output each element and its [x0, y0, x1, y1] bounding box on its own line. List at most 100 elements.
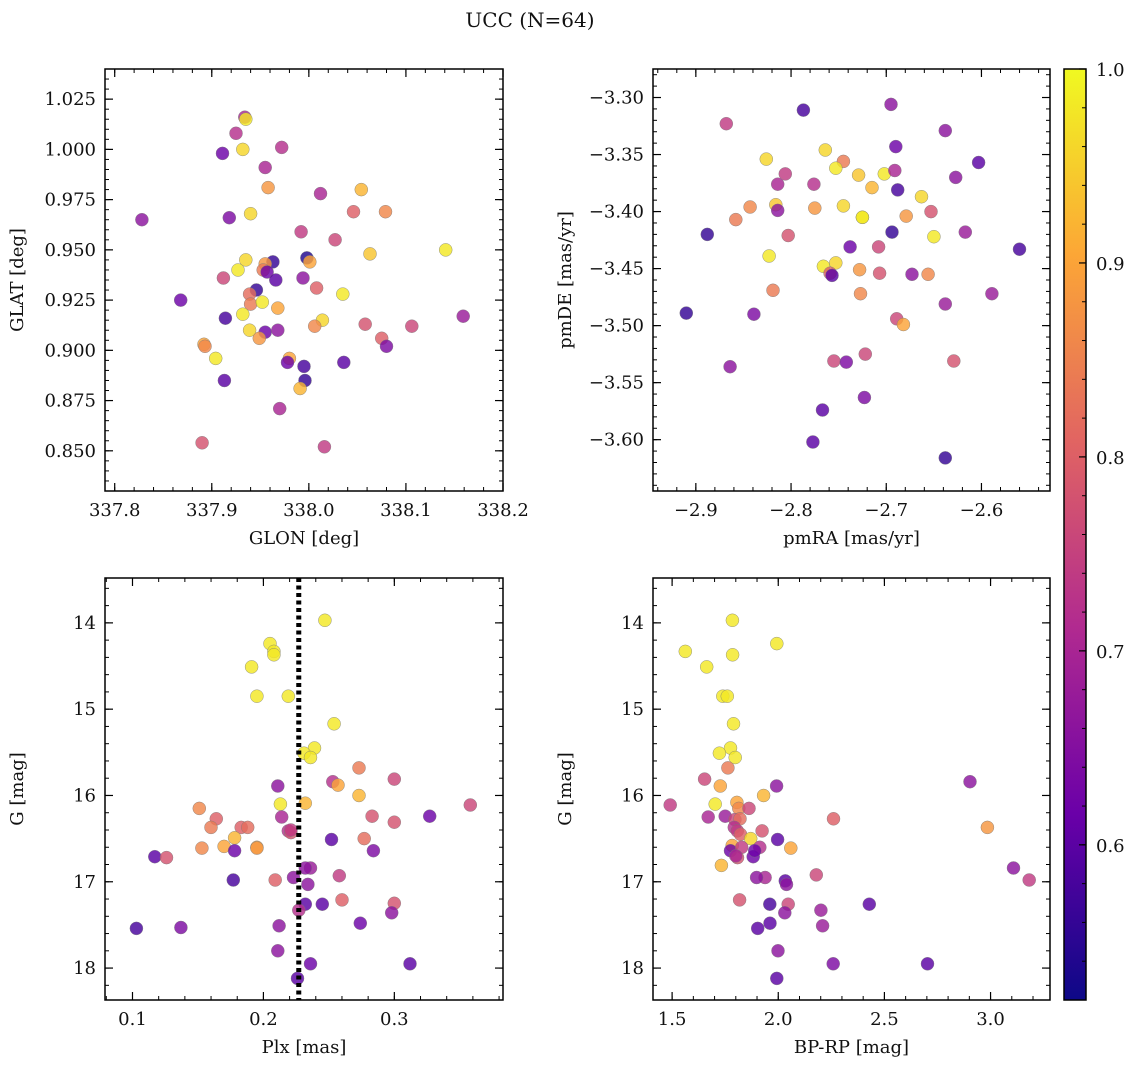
- data-point: [949, 170, 963, 185]
- data-point: [385, 906, 399, 920]
- data-point: [218, 311, 233, 325]
- data-point: [872, 266, 887, 280]
- data-point: [192, 801, 207, 816]
- panel-plx-g: 0.1 0.2 0.3 14 15 16 17 18 Plx [mas] G [mag]: [7, 577, 504, 1058]
- data-point: [784, 841, 798, 855]
- data-point: [423, 809, 437, 823]
- data-point: [222, 210, 237, 225]
- points-bprp-g: [663, 613, 1036, 986]
- data-point: [884, 97, 898, 112]
- data-point: [379, 339, 394, 353]
- data-point: [174, 920, 188, 935]
- data-point: [173, 293, 188, 307]
- data-point: [807, 177, 821, 191]
- figure-title: UCC (N=64): [465, 8, 594, 32]
- data-point: [258, 160, 272, 175]
- data-point: [755, 824, 769, 838]
- x-tick-label: 338.0: [283, 500, 335, 521]
- data-point: [294, 225, 308, 239]
- data-point: [781, 228, 795, 243]
- xlabel-plx: Plx [mas]: [262, 1037, 347, 1058]
- data-point: [721, 761, 735, 775]
- points-plx-g: [129, 613, 477, 986]
- data-point: [851, 168, 866, 182]
- data-point: [762, 249, 776, 263]
- y-tick-label: 15: [73, 699, 96, 720]
- y-tick-label: 18: [621, 958, 644, 979]
- data-point: [280, 355, 295, 370]
- data-point: [204, 820, 218, 835]
- y-tick-label: 15: [621, 699, 644, 720]
- y-tick-label: −3.30: [589, 88, 644, 109]
- data-point: [980, 820, 995, 835]
- data-point: [778, 906, 792, 920]
- data-point: [273, 797, 288, 811]
- y-tick-label: 1.000: [44, 139, 96, 160]
- data-point: [829, 161, 843, 175]
- x-tick-label: 337.9: [186, 500, 238, 521]
- data-point: [853, 287, 868, 301]
- data-point: [858, 347, 872, 361]
- data-point: [296, 271, 310, 285]
- data-point: [272, 919, 286, 933]
- data-point: [826, 812, 841, 826]
- data-point: [281, 689, 295, 703]
- data-point: [896, 317, 911, 332]
- y-tick-label: −3.60: [589, 430, 644, 451]
- data-point: [239, 253, 253, 267]
- x-tick-label: 0.2: [249, 1009, 278, 1030]
- data-point: [855, 210, 870, 225]
- y-tick-label: 0.850: [44, 441, 96, 462]
- data-point: [678, 644, 692, 659]
- data-point: [763, 897, 777, 911]
- data-point: [229, 126, 243, 141]
- ticks-pmra-pmde: −2.9 −2.8 −2.7 −2.6 −3.30 −3.35 −3.40 −3.45 −3.5…: [589, 69, 1050, 521]
- data-point: [227, 831, 242, 845]
- y-tick-label: 1.025: [44, 89, 96, 110]
- data-point: [309, 281, 324, 295]
- data-point: [827, 354, 841, 368]
- data-point: [888, 163, 902, 178]
- data-point: [250, 689, 264, 703]
- data-point: [771, 203, 785, 218]
- data-point: [852, 263, 867, 277]
- y-tick-label: 14: [621, 613, 644, 634]
- data-point: [808, 201, 822, 215]
- data-point: [317, 440, 332, 454]
- data-point: [240, 820, 255, 835]
- data-point: [815, 919, 830, 933]
- x-tick-label: 338.1: [380, 500, 432, 521]
- xlabel-bprp: BP-RP [mag]: [794, 1037, 909, 1058]
- data-point: [809, 868, 823, 882]
- data-point: [318, 613, 332, 627]
- data-point: [324, 832, 339, 847]
- axes-frame-pmra-pmde: [652, 68, 1051, 492]
- data-point: [195, 436, 209, 450]
- data-point: [723, 360, 737, 374]
- data-point: [725, 648, 740, 662]
- y-tick-label: −3.55: [589, 373, 644, 394]
- points-glon-glat: [135, 110, 470, 454]
- data-point: [865, 180, 879, 195]
- data-point: [331, 778, 345, 792]
- data-point: [815, 403, 830, 417]
- y-tick-label: 0.875: [44, 391, 96, 412]
- data-point: [1012, 242, 1027, 256]
- data-point: [732, 893, 747, 907]
- y-tick-label: −3.50: [589, 316, 644, 337]
- data-point: [129, 921, 144, 936]
- data-point: [227, 844, 242, 858]
- data-point: [779, 877, 794, 892]
- colorbar-tick-label: 0.6: [1096, 836, 1125, 857]
- ticks-bprp-g: 1.5 2.0 2.5 3.0 14 15 16 17 18: [621, 578, 1050, 1030]
- data-point: [921, 267, 935, 281]
- data-point: [403, 957, 417, 971]
- data-point: [749, 870, 764, 885]
- colorbar-tick-label: 0.7: [1096, 642, 1125, 663]
- data-point: [236, 142, 250, 157]
- data-point: [985, 287, 999, 301]
- data-point: [271, 944, 285, 958]
- data-point: [756, 788, 771, 803]
- data-point: [885, 225, 899, 239]
- data-point: [729, 849, 743, 863]
